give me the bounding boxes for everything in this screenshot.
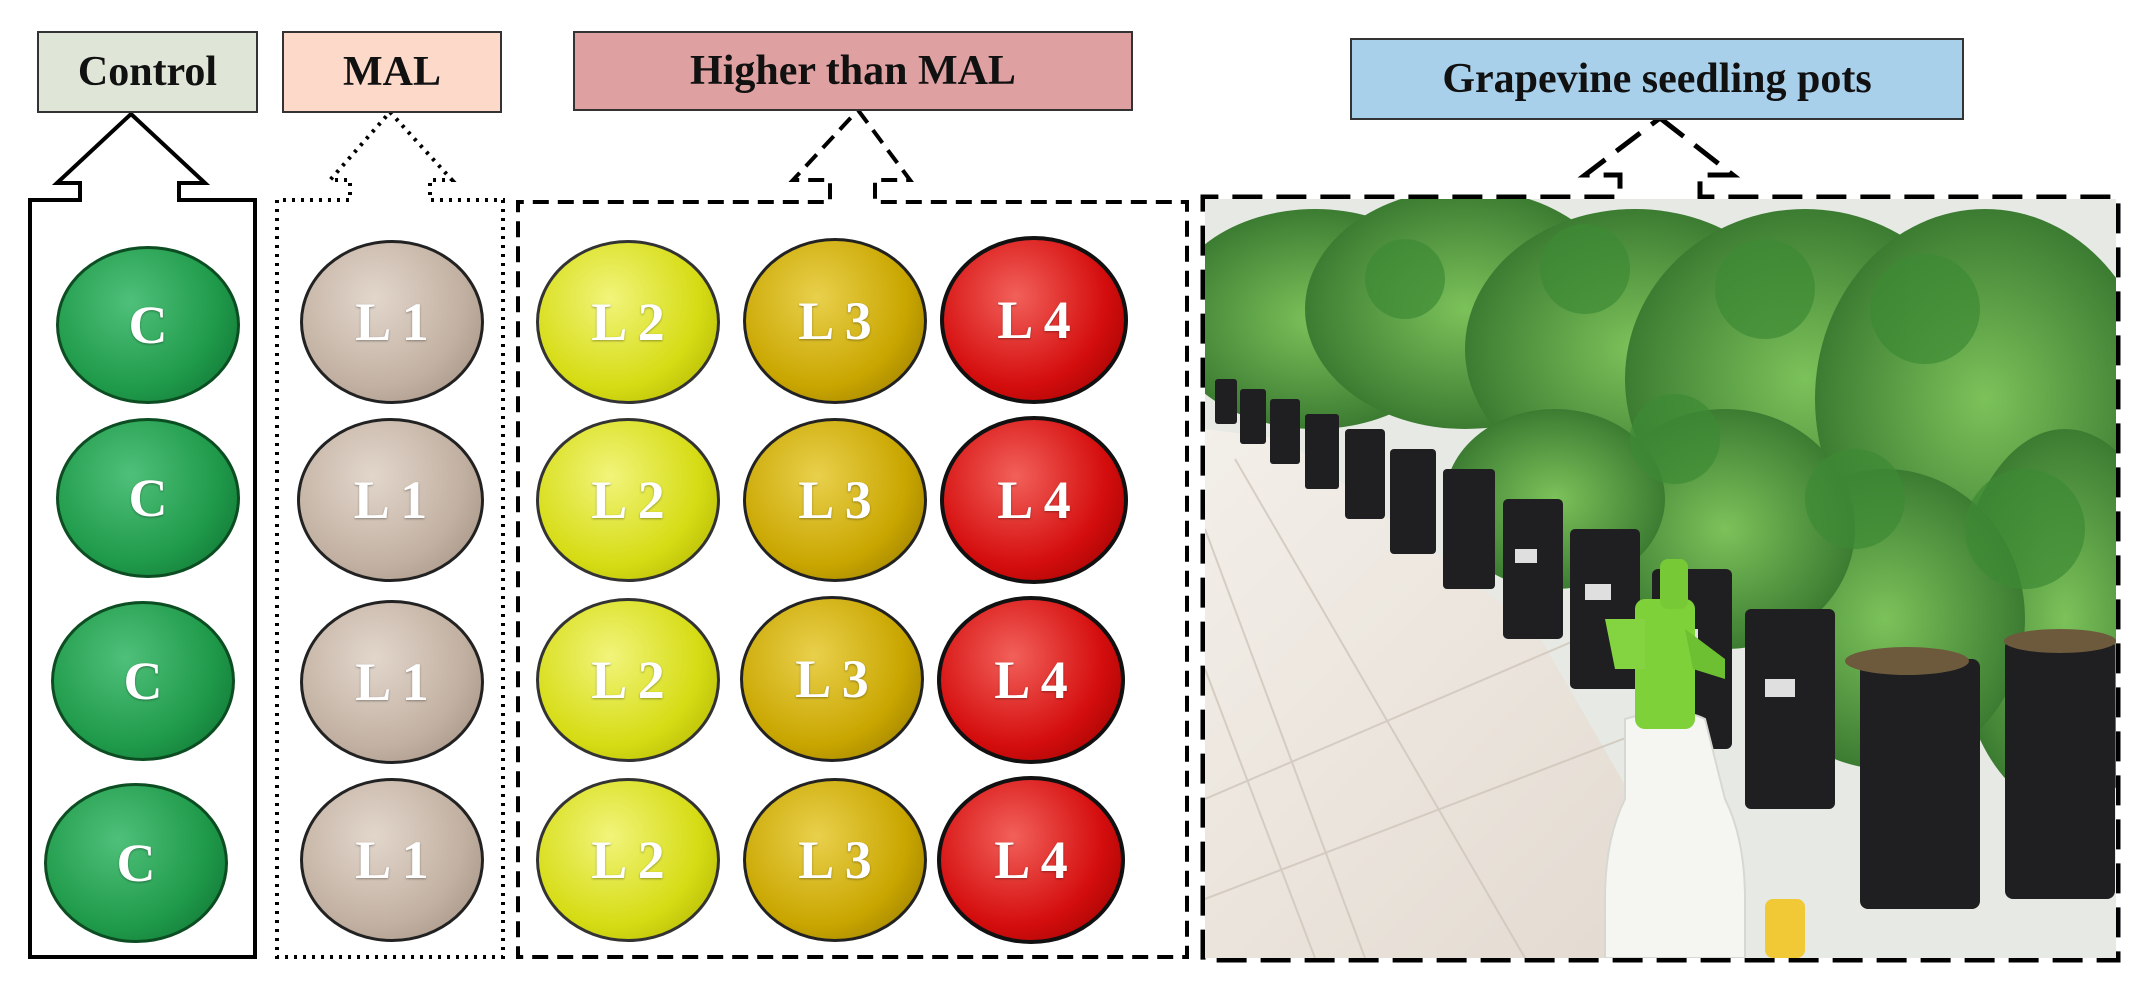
mal-label: MAL [282, 31, 502, 113]
l3-circle: L 3 [743, 778, 927, 942]
higher-than-mal-label: Higher than MAL [573, 31, 1133, 111]
l2-circle: L 2 [536, 418, 720, 582]
control-circle: C [56, 246, 240, 404]
higher-outline [516, 106, 1189, 959]
l1-circle: L 1 [300, 600, 484, 764]
l3-circle: L 3 [740, 596, 924, 762]
l2-circle: L 2 [536, 778, 720, 942]
control-label: Control [37, 31, 258, 113]
control-circle: C [44, 783, 228, 943]
l1-circle: L 1 [297, 418, 484, 582]
grapevine-seedling-photo [1205, 199, 2116, 958]
l3-circle: L 3 [743, 418, 927, 582]
l1-circle: L 1 [300, 240, 484, 404]
l1-circle: L 1 [300, 778, 484, 942]
mal-outline [275, 109, 505, 959]
l2-circle: L 2 [536, 240, 720, 404]
grapevine-pots-illustration [1205, 199, 2116, 958]
l3-circle: L 3 [743, 238, 927, 404]
control-outline [28, 111, 257, 959]
grapevine-seedling-pots-label: Grapevine seedling pots [1350, 38, 1964, 120]
l4-circle: L 4 [940, 236, 1128, 404]
pots-outline [1200, 114, 2121, 963]
control-circle: C [51, 601, 235, 761]
l4-circle: L 4 [937, 596, 1125, 764]
spray-bottle [1604, 559, 1746, 958]
control-circle: C [56, 418, 240, 578]
l4-circle: L 4 [940, 416, 1128, 584]
l4-circle: L 4 [937, 776, 1125, 944]
l2-circle: L 2 [536, 598, 720, 762]
